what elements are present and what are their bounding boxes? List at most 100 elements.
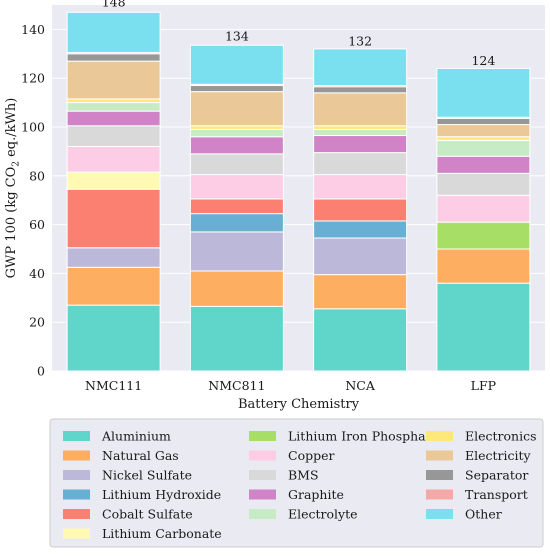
total-labels: 148 134 132 124 (102, 0, 496, 68)
y-tick-label-80: 80 (29, 168, 45, 183)
legend-swatch-transport (426, 489, 453, 500)
bar-lfp-separator (436, 117, 531, 126)
y-tick-label-120: 120 (21, 71, 45, 86)
bar-lfp-natural-gas (436, 248, 531, 284)
total-label-nmc811: 134 (225, 29, 249, 44)
bar-nmc811-nickel-sulfate (189, 231, 284, 272)
bar-lfp-other (436, 67, 531, 118)
bar-nca-graphite (313, 135, 408, 154)
total-label-nca: 132 (348, 33, 372, 48)
legend-swatch-lithium-iron-phosphate (249, 431, 276, 441)
y-tick-label-0: 0 (37, 364, 45, 379)
bar-nca-natural-gas (313, 274, 408, 310)
legend-swatch-nickel-sulfate (63, 470, 90, 480)
legend-label-cobalt-sulfate: Cobalt Sulfate (102, 507, 193, 522)
legend-label-lithium-iron-phosphate: Lithium Iron Phosphate (288, 429, 438, 444)
bar-nmc811-lithium-hydroxide (189, 213, 284, 233)
bar-nmc111-electricity (66, 60, 161, 100)
bar-lfp-bms (436, 172, 531, 196)
legend-label-natural-gas: Natural Gas (102, 448, 179, 463)
x-tick-label-nmc811: NMC811 (208, 378, 265, 393)
bar-nmc111-aluminium (66, 304, 161, 372)
legend-label-separator: Separator (465, 468, 528, 483)
bar-lfp-graphite (436, 155, 531, 174)
bar-nca-copper (313, 174, 408, 200)
bar-nca-electrolyte (313, 128, 408, 137)
legend-box (49, 418, 544, 548)
y-tick-labels: 0 20 40 60 80 100 120 140 (21, 22, 45, 379)
bar-nmc111-cobalt-sulfate (66, 188, 161, 249)
legend-swatch-graphite (249, 489, 276, 500)
bar-nmc111-nickel-sulfate (66, 247, 161, 268)
bar-nmc811-cobalt-sulfate (189, 198, 284, 215)
bar-lfp-aluminium (436, 282, 531, 372)
bar-nca-nickel-sulfate (313, 237, 408, 276)
bar-nmc811-aluminium (189, 305, 284, 372)
bar-nmc811-electronics (189, 125, 284, 130)
bar-nca-lithium-hydroxide (313, 220, 408, 239)
legend-label-aluminium: Aluminium (101, 429, 171, 444)
x-tick-label-lfp: LFP (471, 378, 496, 393)
y-axis-title: GWP 100 (kg CO2 eq./kWh) (4, 98, 22, 279)
bar-nmc811-graphite (189, 136, 284, 155)
legend-label-bms: BMS (288, 468, 319, 483)
bar-nca-cobalt-sulfate (313, 198, 408, 222)
x-tick-labels: NMC111 NMC811 NCA LFP (85, 378, 496, 393)
legend-label-electronics: Electronics (465, 429, 537, 444)
bar-nca-electronics (313, 125, 408, 130)
legend-label-lithium-hydroxide: Lithium Hydroxide (102, 487, 221, 502)
y-tick-label-100: 100 (21, 120, 45, 135)
bar-nmc111-separator (66, 53, 161, 62)
bar-nmc111-other (66, 11, 161, 54)
bar-nmc811-natural-gas (189, 270, 284, 307)
bar-nca-other (313, 48, 408, 87)
legend-label-electricity: Electricity (465, 448, 532, 463)
legend-swatch-natural-gas (63, 450, 90, 461)
legend-swatch-electronics (426, 431, 453, 441)
bar-nca-bms (313, 152, 408, 176)
legend-label-graphite: Graphite (288, 487, 344, 502)
legend-label-lithium-carbonate: Lithium Carbonate (102, 526, 222, 541)
bar-nmc811-bms (189, 153, 284, 176)
legend-label-nickel-sulfate: Nickel Sulfate (102, 468, 192, 483)
legend-swatch-aluminium (63, 431, 90, 441)
x-axis-title: Battery Chemistry (238, 397, 360, 412)
y-tick-label-60: 60 (29, 217, 45, 232)
legend: Aluminium Natural Gas Nickel Sulfate Lithiu… (63, 429, 537, 541)
bar-nca-separator (313, 86, 408, 94)
bars (66, 11, 531, 372)
bar-nmc811-separator (189, 85, 284, 93)
y-tick-label-40: 40 (29, 266, 45, 281)
bar-nmc111-electrolyte (66, 102, 161, 112)
bar-nmc111-natural-gas (66, 266, 161, 306)
legend-swatch-lithium-hydroxide (63, 489, 90, 500)
legend-label-transport: Transport (465, 487, 528, 502)
bar-lfp-electrolyte (436, 139, 531, 157)
bar-lfp-lithium-iron-phosphate (436, 221, 531, 250)
x-tick-label-nca: NCA (345, 378, 376, 393)
bar-lfp-copper (436, 194, 531, 223)
bar-nmc111-bms (66, 125, 161, 148)
legend-swatch-lithium-carbonate (63, 528, 90, 539)
legend-swatch-separator (426, 470, 453, 480)
legend-swatch-copper (249, 450, 276, 461)
bar-nmc111-copper (66, 146, 161, 173)
bar-nmc811-electrolyte (189, 128, 284, 138)
total-label-nmc111: 148 (102, 0, 126, 9)
bar-nmc111-electronics (66, 98, 161, 104)
x-tick-label-nmc111: NMC111 (85, 378, 142, 393)
bar-nmc111-lithium-carbonate (66, 171, 161, 190)
total-label-lfp: 124 (471, 53, 495, 68)
bar-nmc811-other (189, 44, 284, 85)
legend-swatch-electricity (426, 450, 453, 461)
legend-swatch-cobalt-sulfate (63, 509, 90, 519)
legend-swatch-bms (249, 470, 276, 480)
y-tick-label-140: 140 (21, 22, 45, 37)
bar-nmc111-graphite (66, 110, 161, 127)
bar-nmc811-electricity (189, 91, 284, 127)
bar-nca-electricity (313, 92, 408, 127)
legend-label-other: Other (465, 507, 502, 522)
bar-lfp-electronics (436, 136, 531, 141)
